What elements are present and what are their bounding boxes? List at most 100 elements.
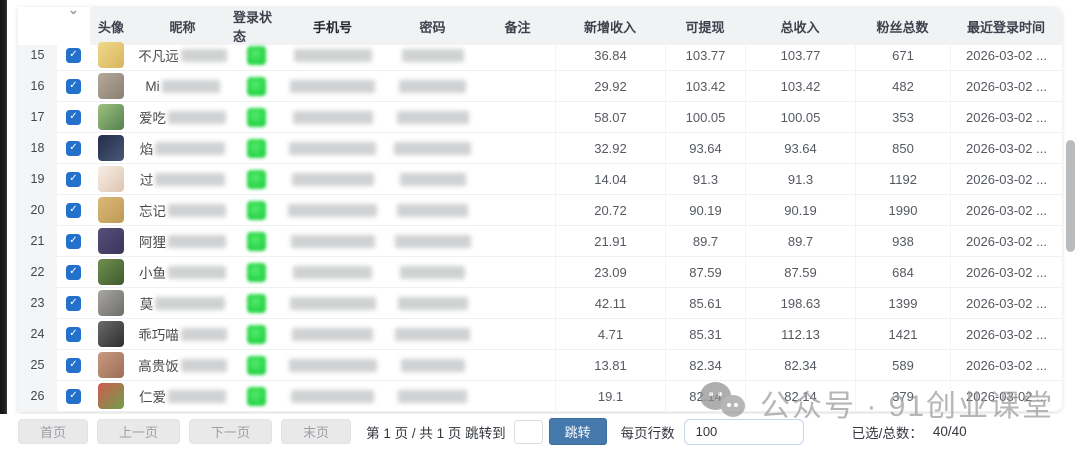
row-checkbox[interactable]: ✓ [66, 264, 81, 280]
fans-count-cell: 850 [855, 133, 950, 164]
remark-cell [480, 257, 555, 288]
phone-blur [291, 389, 374, 403]
row-checkbox[interactable]: ✓ [66, 78, 81, 94]
avatar-cell [90, 102, 132, 133]
row-checkbox[interactable]: ✓ [66, 47, 81, 63]
row-checkbox-cell: ✓ [57, 288, 90, 319]
row-checkbox[interactable]: ✓ [66, 140, 81, 156]
header-col-2[interactable]: 登录状态 [233, 7, 280, 45]
remark-cell [480, 288, 555, 319]
avatar-cell [90, 71, 132, 102]
withdrawable-cell: 91.3 [665, 164, 745, 195]
password-cell [385, 102, 480, 133]
prev-page-button[interactable]: 上一页 [97, 419, 181, 444]
row-checkbox[interactable]: ✓ [66, 388, 81, 404]
last-login-cell: 2026-03-02 ... [950, 71, 1062, 102]
remark-cell [480, 226, 555, 257]
table-body: 15 ✓ 不凡远 36.84 103.77 103.77 671 2026-03-02 ...… [18, 40, 1062, 412]
total-income-cell: 198.63 [745, 288, 855, 319]
header-col-7[interactable]: 可提现 [665, 7, 745, 45]
header-col-5[interactable]: 备注 [480, 7, 555, 45]
table-row: 24 ✓ 乖巧喵 4.71 85.31 112.13 1421 2026-03-02 ... [18, 319, 1062, 350]
row-number: 25 [18, 350, 57, 381]
header-col-9[interactable]: 粉丝总数 [855, 7, 950, 45]
rows-per-page-input[interactable] [683, 418, 804, 445]
table-row: 23 ✓ 莫 42.11 85.61 198.63 1399 2026-03-02 ... [18, 288, 1062, 319]
row-checkbox[interactable]: ✓ [66, 357, 81, 373]
password-blur [394, 141, 471, 155]
jump-page-input[interactable] [513, 419, 543, 444]
password-cell [385, 164, 480, 195]
remark-cell [480, 164, 555, 195]
row-checkbox[interactable]: ✓ [66, 109, 81, 125]
nickname-text: Mi [145, 78, 160, 94]
new-income-cell: 21.91 [555, 226, 665, 257]
header-col-10[interactable]: 最近登录时间 [950, 7, 1062, 45]
header-col-4[interactable]: 密码 [385, 7, 480, 45]
avatar-cell [90, 195, 132, 226]
select-all-chevron-icon[interactable]: ⌄ [68, 7, 79, 17]
window-edge [0, 0, 7, 424]
table-row: 16 ✓ Mi 29.92 103.42 103.42 482 2026-03-02 ... [18, 71, 1062, 102]
jump-button[interactable]: 跳转 [548, 418, 607, 445]
avatar [98, 73, 124, 99]
online-status-icon [247, 324, 266, 344]
row-number: 15 [18, 40, 57, 71]
header-col-1[interactable]: 昵称 [132, 7, 233, 45]
nickname-text: 仁爱 [139, 390, 166, 405]
withdrawable-cell: 100.05 [665, 102, 745, 133]
nickname-cell: 乖巧喵 [132, 319, 233, 350]
password-cell [385, 195, 480, 226]
total-income-cell: 100.05 [745, 102, 855, 133]
row-number: 23 [18, 288, 57, 319]
phone-blur [288, 358, 377, 372]
header-col-8[interactable]: 总收入 [745, 7, 855, 45]
row-checkbox[interactable]: ✓ [66, 171, 81, 187]
table-row: 20 ✓ 忘记 20.72 90.19 90.19 1990 2026-03-02 ... [18, 195, 1062, 226]
avatar-cell [90, 288, 132, 319]
table-header-row: ⌄ 头像 昵称 登录状态 手机号 密码 备注 新增收入 可提现 总收入 粉丝总数 最近登录时间 [18, 7, 1062, 45]
avatar [98, 42, 124, 68]
next-page-button[interactable]: 下一页 [189, 419, 273, 444]
last-login-cell: 2026-03-02 ... [950, 195, 1062, 226]
row-checkbox[interactable]: ✓ [66, 295, 81, 311]
total-income-cell: 90.19 [745, 195, 855, 226]
new-income-cell: 20.72 [555, 195, 665, 226]
vertical-scrollbar-thumb[interactable] [1066, 140, 1075, 252]
row-checkbox[interactable]: ✓ [66, 202, 81, 218]
selected-total-value: 40/40 [932, 424, 967, 439]
row-checkbox[interactable]: ✓ [66, 326, 81, 342]
first-page-button[interactable]: 首页 [18, 419, 89, 444]
withdrawable-cell: 85.31 [665, 319, 745, 350]
remark-cell [480, 133, 555, 164]
login-status-cell [233, 350, 280, 381]
row-number: 18 [18, 133, 57, 164]
avatar [98, 197, 124, 223]
header-col-3[interactable]: 手机号 [280, 7, 385, 45]
password-blur [397, 203, 468, 217]
fans-count-cell: 379 [855, 381, 950, 412]
total-income-cell: 91.3 [745, 164, 855, 195]
last-page-button[interactable]: 末页 [281, 419, 352, 444]
nickname-text: 乖巧喵 [138, 328, 179, 343]
table-row: 26 ✓ 仁爱 19.1 82.14 82.14 379 2026-03-02 ... [18, 381, 1062, 412]
online-status-icon [247, 355, 266, 375]
nickname-text: 焰 [139, 142, 154, 157]
avatar-cell [90, 226, 132, 257]
phone-cell [280, 288, 385, 319]
phone-cell [280, 226, 385, 257]
new-income-cell: 19.1 [555, 381, 665, 412]
online-status-icon [247, 200, 266, 220]
row-number: 22 [18, 257, 57, 288]
fans-count-cell: 1990 [855, 195, 950, 226]
row-checkbox[interactable]: ✓ [66, 233, 81, 249]
row-number: 16 [18, 71, 57, 102]
withdrawable-cell: 89.7 [665, 226, 745, 257]
nickname-blur [168, 203, 226, 217]
avatar-cell [90, 133, 132, 164]
login-status-cell [233, 226, 280, 257]
header-col-0[interactable]: 头像 [90, 7, 132, 45]
nickname-blur [155, 296, 226, 310]
header-col-6[interactable]: 新增收入 [555, 7, 665, 45]
phone-blur [291, 172, 374, 186]
